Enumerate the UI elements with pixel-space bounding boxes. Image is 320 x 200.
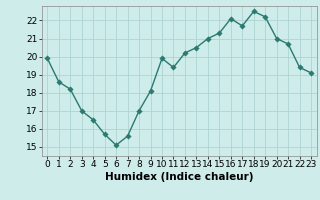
X-axis label: Humidex (Indice chaleur): Humidex (Indice chaleur) xyxy=(105,172,253,182)
